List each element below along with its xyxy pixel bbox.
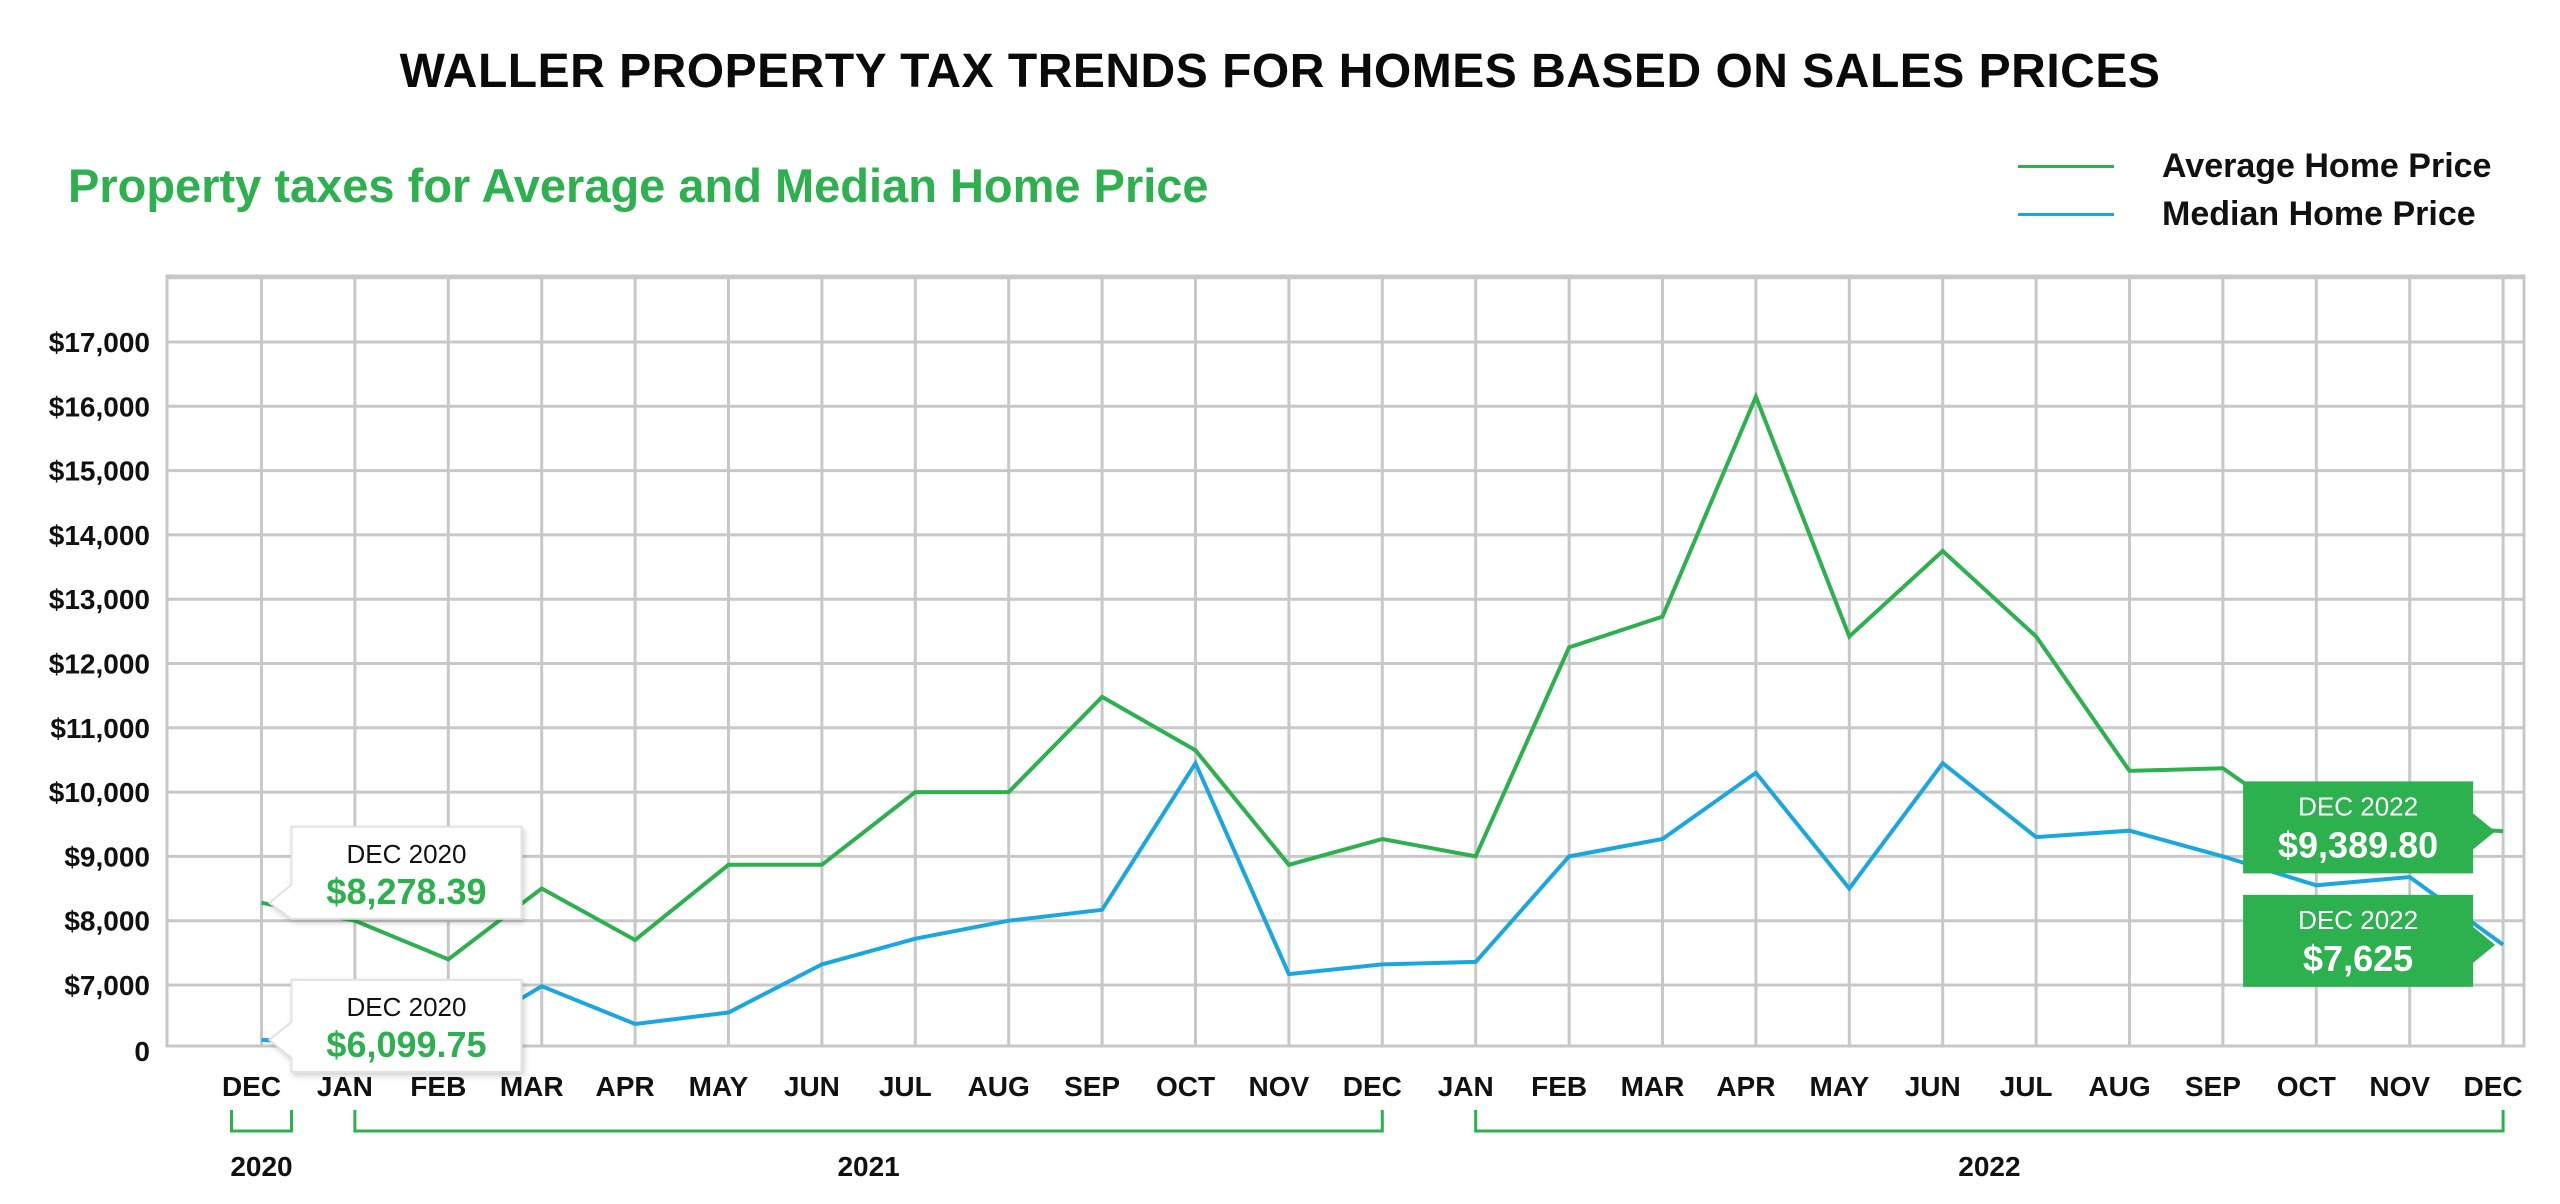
x-tick-label: JUN bbox=[784, 1071, 840, 1102]
callout: DEC 2022$7,625 bbox=[2243, 894, 2496, 987]
callout-value: $9,389.80 bbox=[2278, 824, 2438, 865]
callout-label: DEC 2020 bbox=[347, 992, 467, 1022]
callout-box bbox=[2243, 894, 2496, 987]
x-tick-label: JUL bbox=[879, 1071, 932, 1102]
x-tick-label: JUL bbox=[2000, 1071, 2053, 1102]
chart-subtitle: Property taxes for Average and Median Ho… bbox=[68, 159, 1209, 212]
y-tick-label: $8,000 bbox=[64, 906, 150, 937]
callout-value: $8,278.39 bbox=[326, 871, 486, 912]
x-tick-label: AUG bbox=[968, 1071, 1030, 1102]
x-axis-ticks: DEC JAN FEB MAR APR MAY JUN JUL AUG SEP OCT NOV DEC J… bbox=[222, 1071, 2523, 1102]
callout-label: DEC 2022 bbox=[2298, 905, 2418, 935]
callout-value: $7,625 bbox=[2303, 938, 2413, 979]
x-tick-label: JUN bbox=[1905, 1071, 1961, 1102]
x-tick-label: MAY bbox=[1809, 1071, 1869, 1102]
y-tick-label: $7,000 bbox=[64, 970, 150, 1001]
x-tick-label: SEP bbox=[1064, 1071, 1120, 1102]
callout-box bbox=[2243, 781, 2496, 874]
y-tick-label: $16,000 bbox=[49, 391, 150, 422]
x-tick-label: SEP bbox=[2185, 1071, 2241, 1102]
year-bracket bbox=[353, 1110, 1384, 1133]
y-tick-label: $14,000 bbox=[49, 520, 150, 551]
x-tick-label: OCT bbox=[2277, 1071, 2336, 1102]
x-tick-label: APR bbox=[596, 1071, 655, 1102]
series-line-average bbox=[261, 391, 2504, 962]
y-tick-label: $10,000 bbox=[49, 777, 150, 808]
x-tick-label: JAN bbox=[317, 1071, 373, 1102]
legend-item-average: Average Home Price bbox=[2018, 142, 2491, 190]
year-bracket bbox=[1474, 1110, 2505, 1133]
y-tick-label: $17,000 bbox=[49, 327, 150, 358]
legend-label-average: Average Home Price bbox=[2162, 146, 2492, 185]
x-tick-label: NOV bbox=[2369, 1071, 2430, 1102]
y-tick-label: $9,000 bbox=[64, 841, 150, 872]
y-tick-label: 0 bbox=[134, 1036, 150, 1067]
x-tick-label: NOV bbox=[1249, 1071, 1310, 1102]
callout-label: DEC 2020 bbox=[347, 839, 467, 869]
x-tick-label: DEC bbox=[222, 1071, 281, 1102]
y-axis-ticks: 0 $7,000 $8,000 $9,000 $10,000 $11,000 $12,000… bbox=[49, 327, 150, 1067]
plot-frame bbox=[165, 274, 2526, 1048]
year-label: 2021 bbox=[837, 1151, 899, 1182]
year-label: 2022 bbox=[1958, 1151, 2020, 1182]
x-tick-label: FEB bbox=[1531, 1071, 1587, 1102]
legend-label-median: Median Home Price bbox=[2162, 194, 2476, 233]
year-label: 2020 bbox=[230, 1151, 292, 1182]
x-tick-label: MAR bbox=[500, 1071, 564, 1102]
callout: DEC 2020$8,278.39 bbox=[267, 825, 523, 920]
x-tick-label: FEB bbox=[410, 1071, 466, 1102]
callout-box bbox=[267, 825, 523, 920]
y-tick-label: $11,000 bbox=[50, 713, 150, 744]
legend-swatch-average bbox=[2018, 164, 2114, 168]
legend-item-median: Median Home Price bbox=[2018, 190, 2491, 238]
callout: DEC 2020$6,099.75 bbox=[267, 978, 523, 1073]
callout: DEC 2022$9,389.80 bbox=[2243, 781, 2496, 874]
legend-swatch-median bbox=[2018, 212, 2114, 216]
x-tick-label: APR bbox=[1716, 1071, 1775, 1102]
x-tick-label: OCT bbox=[1156, 1071, 1215, 1102]
x-tick-label: MAY bbox=[689, 1071, 749, 1102]
x-tick-label: DEC bbox=[1343, 1071, 1402, 1102]
chart-legend: Average Home Price Median Home Price bbox=[2018, 142, 2491, 238]
year-bracket bbox=[230, 1110, 293, 1133]
x-tick-label: JAN bbox=[1438, 1071, 1494, 1102]
x-tick-label: DEC bbox=[2464, 1071, 2523, 1102]
series-line-median bbox=[261, 758, 2505, 1047]
callout-label: DEC 2022 bbox=[2298, 791, 2418, 821]
y-tick-label: $13,000 bbox=[49, 584, 150, 615]
x-tick-label: MAR bbox=[1621, 1071, 1685, 1102]
year-groups: 2020 2021 2022 bbox=[230, 1110, 2505, 1182]
callout-value: $6,099.75 bbox=[326, 1024, 486, 1065]
y-tick-label: $12,000 bbox=[49, 649, 150, 680]
y-tick-label: $15,000 bbox=[49, 456, 150, 487]
callout-box bbox=[267, 978, 523, 1073]
chart-title: WALLER PROPERTY TAX TRENDS FOR HOMES BAS… bbox=[399, 45, 2161, 98]
x-tick-label: AUG bbox=[2088, 1071, 2150, 1102]
grid bbox=[165, 274, 2526, 1048]
